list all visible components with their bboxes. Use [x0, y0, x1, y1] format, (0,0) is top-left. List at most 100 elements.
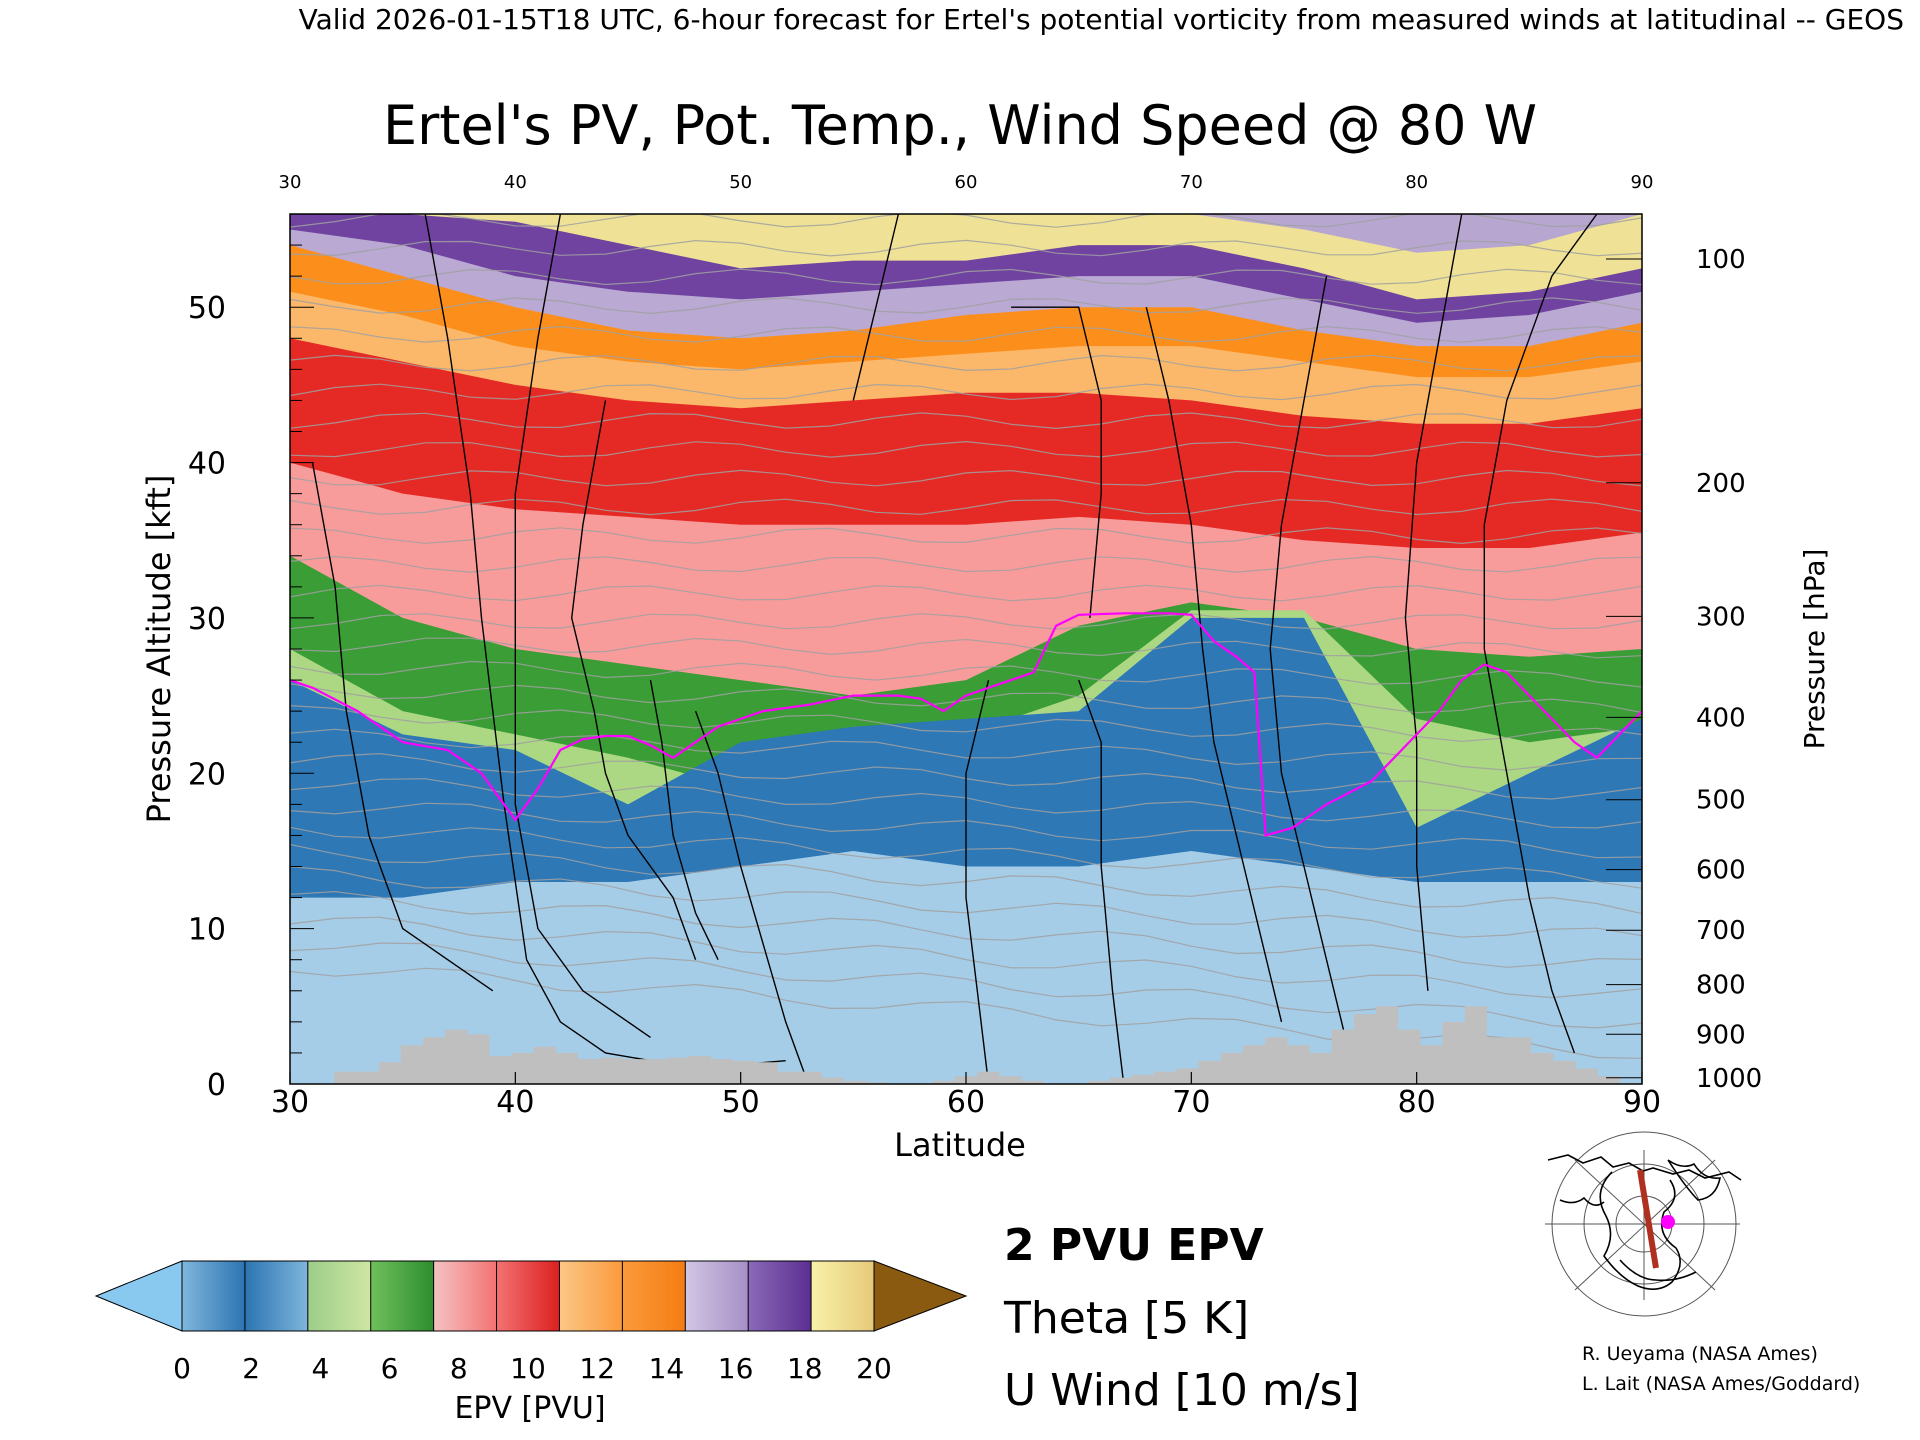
x-axis-label: Latitude — [894, 1126, 1026, 1164]
credit-line-1: R. Ueyama (NASA Ames) — [1582, 1343, 1818, 1365]
pressure-tick-label: 600 — [1696, 856, 1746, 886]
top-tick-label: 70 — [1180, 172, 1203, 193]
top-tick-label: 90 — [1631, 172, 1654, 193]
colorbar-label: EPV [PVU] — [454, 1391, 605, 1426]
map-marker — [1661, 1215, 1675, 1229]
colorbar-segment — [496, 1260, 561, 1332]
theta-line — [290, 325, 1642, 343]
legend: 2 PVU EPV Theta [5 K] U Wind [10 m/s] — [1003, 1220, 1360, 1416]
theta-line — [290, 440, 1642, 458]
colorbar-tick-label: 20 — [856, 1352, 892, 1385]
x-tick-label: 40 — [496, 1085, 534, 1120]
top-tick-label: 50 — [729, 172, 752, 193]
pressure-axis-label: Pressure [hPa] — [1798, 549, 1831, 750]
y-tick-label: 50 — [188, 291, 226, 326]
colorbar-underflow — [94, 1260, 183, 1332]
colorbar-tick-label: 14 — [649, 1352, 685, 1385]
colorbar-segment — [244, 1260, 309, 1332]
pressure-tick-label: 1000 — [1696, 1064, 1762, 1094]
colorbar-tick-label: 12 — [579, 1352, 615, 1385]
chart-title: Ertel's PV, Pot. Temp., Wind Speed @ 80 … — [383, 94, 1537, 157]
colorbar-segment — [684, 1260, 750, 1332]
top-tick-label: 40 — [504, 172, 527, 193]
colorbar-segment — [433, 1260, 498, 1332]
y-tick-label: 10 — [188, 913, 226, 948]
pressure-tick-label: 500 — [1696, 786, 1746, 816]
y-tick-label: 30 — [188, 602, 226, 637]
inset-location-map — [1545, 1131, 1742, 1317]
colorbar-segment — [558, 1260, 624, 1332]
pressure-tick-label: 800 — [1696, 971, 1746, 1001]
map-coastlines — [1547, 1154, 1742, 1290]
pressure-tick-label: 700 — [1696, 916, 1746, 946]
pressure-tick-label: 200 — [1696, 469, 1746, 499]
pv2-line — [290, 612, 1642, 837]
wind-contour-3 — [649, 679, 719, 961]
map-cross-section-track — [1637, 1169, 1659, 1269]
wind-contour-2 — [570, 400, 697, 960]
pv-filled-bands — [290, 214, 1642, 1084]
colorbar-tick-label: 18 — [787, 1352, 823, 1385]
top-tick-label: 30 — [279, 172, 302, 193]
wind-contour-4 — [694, 710, 809, 1084]
x-tick-label: 80 — [1398, 1085, 1436, 1120]
wind-contour-6 — [965, 679, 990, 1084]
valid-time-header: Valid 2026-01-15T18 UTC, 6-hour forecast… — [299, 3, 1904, 36]
y-tick-label: 0 — [207, 1068, 226, 1103]
plot-frame — [289, 213, 1643, 1085]
legend-wind: U Wind [10 m/s] — [1004, 1365, 1360, 1416]
legend-pv-contour: 2 PVU EPV — [1004, 1220, 1264, 1271]
pressure-tick-label: 400 — [1696, 703, 1746, 733]
top-tick-label: 80 — [1405, 172, 1428, 193]
theta-line — [290, 297, 1642, 315]
colorbar-tick-label: 0 — [173, 1352, 191, 1385]
colorbar-tick-label: 16 — [718, 1352, 754, 1385]
pressure-tick-label: 900 — [1696, 1020, 1746, 1050]
colorbar-tick-label: 2 — [242, 1352, 260, 1385]
colorbar-segment — [181, 1260, 246, 1332]
credit-line-2: L. Lait (NASA Ames/Goddard) — [1582, 1373, 1860, 1395]
wind-contour-13 — [311, 462, 494, 992]
x-tick-label: 90 — [1623, 1085, 1661, 1120]
wind-contour-1 — [514, 214, 651, 1038]
colorbar-segment — [747, 1260, 813, 1332]
y-axis-label: Pressure Altitude [kft] — [140, 475, 178, 824]
theta-line — [290, 890, 1642, 968]
colorbar-segment — [370, 1260, 435, 1332]
wind-contour-10 — [1269, 275, 1350, 1054]
terrain-fill — [290, 1006, 1642, 1084]
colorbar-overflow — [873, 1260, 968, 1332]
theta-line — [290, 214, 1642, 228]
wind-contour-8 — [1011, 306, 1102, 618]
wind-contour-11 — [1404, 214, 1463, 991]
pressure-tick-label: 100 — [1696, 245, 1746, 275]
top-tick-label: 60 — [955, 172, 978, 193]
theta-line — [290, 354, 1642, 372]
wind-contours — [311, 214, 1598, 1084]
pressure-tick-label: 300 — [1696, 602, 1746, 632]
terrain — [290, 1006, 1642, 1084]
wind-contour-5 — [852, 214, 900, 401]
x-tick-label: 70 — [1172, 1085, 1210, 1120]
colorbar-tick-label: 6 — [381, 1352, 399, 1385]
colorbar-tick-label: 4 — [311, 1352, 329, 1385]
theta-line — [290, 412, 1642, 430]
colorbar: 0 2 4 6 8 10 12 14 16 18 20 — [94, 1260, 968, 1385]
colorbar-segment — [307, 1260, 372, 1332]
x-tick-label: 30 — [271, 1085, 309, 1120]
pv2-contour — [290, 612, 1642, 837]
x-tick-label: 50 — [722, 1085, 760, 1120]
plot-area — [289, 213, 1643, 1085]
colorbar-segment — [810, 1260, 875, 1332]
wind-contour-12 — [1483, 214, 1598, 1054]
y-tick-label: 20 — [188, 757, 226, 792]
colorbar-tick-label: 8 — [450, 1352, 468, 1385]
theta-line — [290, 942, 1642, 1029]
colorbar-segment — [621, 1260, 687, 1332]
wind-contour-7 — [1078, 679, 1125, 1084]
theta-line — [290, 469, 1642, 487]
theta-line — [290, 383, 1642, 401]
colorbar-tick-label: 10 — [510, 1352, 546, 1385]
